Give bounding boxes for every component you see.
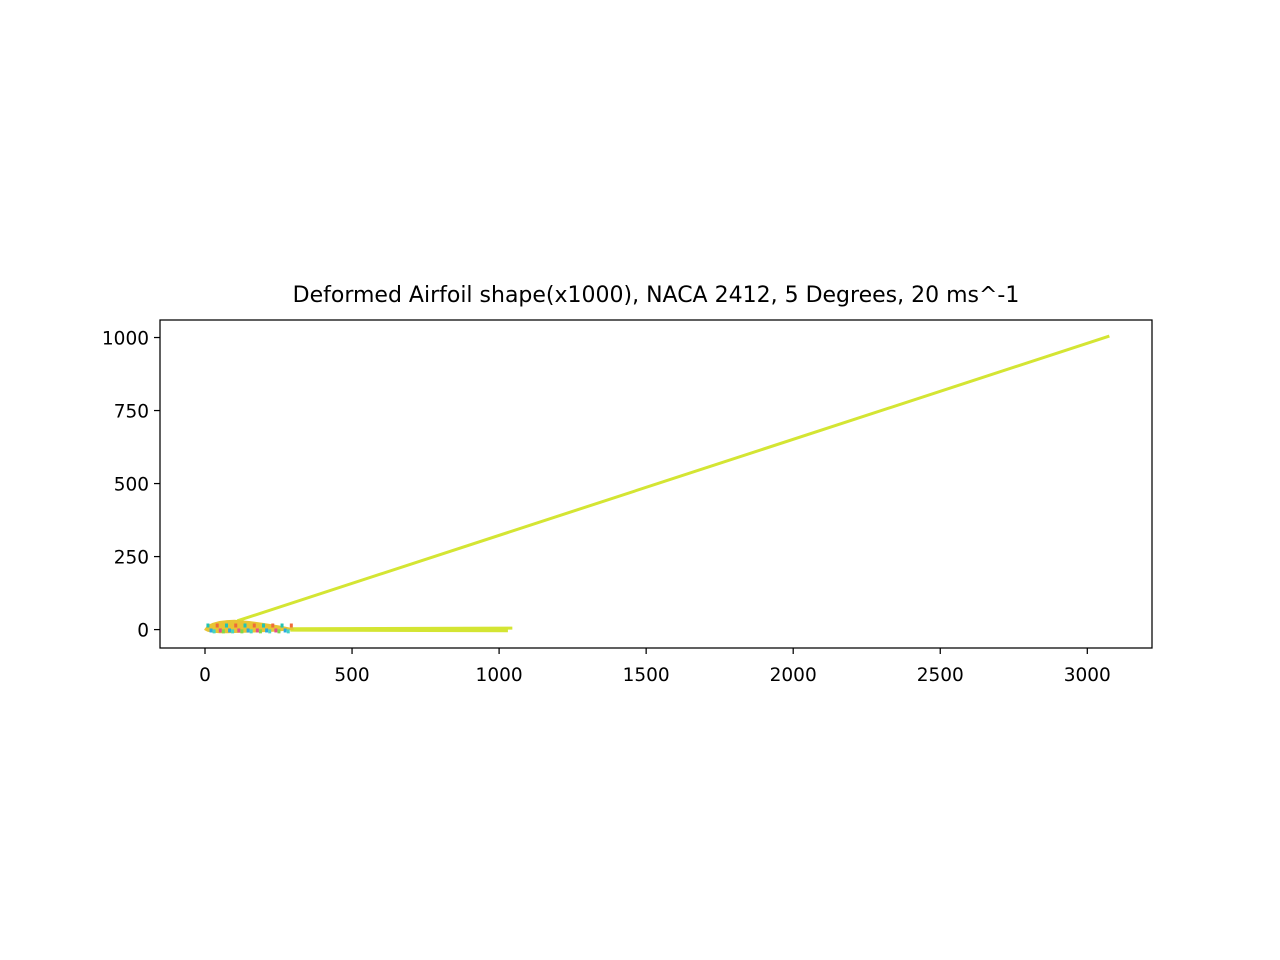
airfoil-element-mark [234,623,238,628]
x-tick-label: 2000 [770,665,817,686]
chart-title: Deformed Airfoil shape(x1000), NACA 2412… [293,283,1020,308]
airfoil-element-mark [228,628,232,633]
plot-area [204,334,1110,634]
airfoil-element-mark [212,629,216,634]
airfoil-element-mark [209,628,213,633]
airfoil-element-mark [206,623,210,628]
series-line-0 [236,334,1110,623]
airfoil-element-mark [240,629,244,634]
airfoil-element-mark [255,628,259,633]
x-tick-label: 1500 [623,665,670,686]
x-tick-label: 3000 [1064,665,1111,686]
series-line-1 [290,626,513,631]
x-tick-label: 500 [334,665,369,686]
airfoil-element-mark [218,628,222,633]
airfoil-element-mark [237,628,241,633]
airfoil-element-mark [258,629,262,634]
y-tick-label: 1000 [102,329,149,350]
airfoil-element-mark [280,623,284,628]
airfoil-element-mark [231,629,235,634]
airfoil-element-mark [252,623,256,628]
airfoil-element-mark [283,628,287,633]
x-tick-label: 2500 [917,665,964,686]
airfoil-element-mark [271,623,275,628]
axes-layer: 0 500 1000 1500 2000 2500 3000 0 250 500 750 1000 [102,319,1153,686]
y-tick-label: 0 [137,621,149,642]
airfoil-element-mark [277,629,281,634]
airfoil-element-mark [265,628,269,633]
airfoil-element-mark [262,623,266,628]
y-tick-label: 500 [114,475,149,496]
airfoil-element-mark [224,623,228,628]
y-tick-label: 250 [114,548,149,569]
airfoil-element-mark [215,623,219,628]
airfoil-element-mark [243,623,247,628]
airfoil-element-mark [221,629,225,634]
series-line-2 [290,628,508,633]
airfoil-element-mark [268,629,272,634]
airfoil-element-mark [246,628,250,633]
x-tick-label: 0 [199,665,211,686]
airfoil-element-mark [286,629,290,634]
airfoil-element-mark [249,629,253,634]
airfoil-element-mark [274,628,278,633]
airfoil-element-mark [289,623,293,628]
x-tick-label: 1000 [476,665,523,686]
y-tick-label: 750 [114,402,149,423]
